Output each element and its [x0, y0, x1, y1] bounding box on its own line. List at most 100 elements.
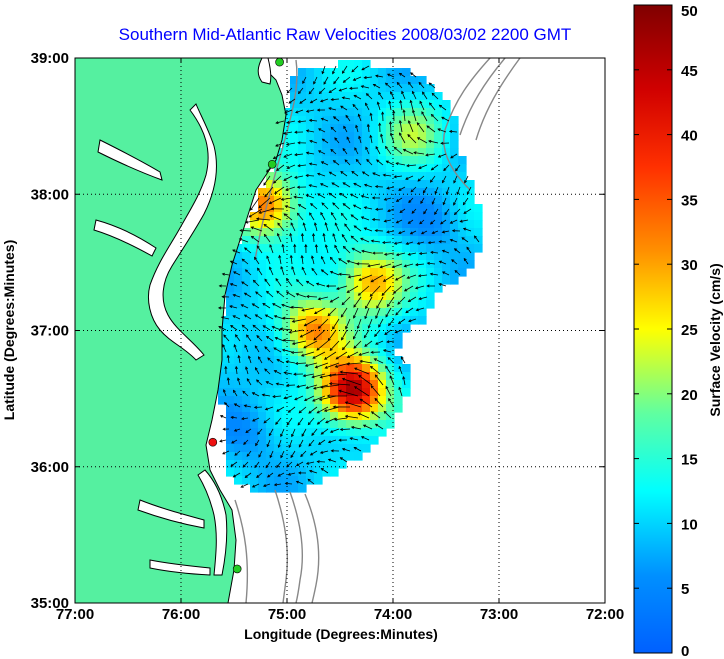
velocity-vector [366, 159, 373, 166]
velocity-vector-head [442, 202, 446, 206]
speed-cell [426, 292, 435, 301]
speed-cell [282, 348, 291, 357]
speed-cell [306, 388, 315, 397]
velocity-vector [427, 262, 436, 265]
speed-cell [402, 164, 411, 173]
velocity-vector-head [353, 225, 357, 229]
speed-cell [338, 340, 347, 349]
velocity-vector-head [338, 438, 342, 442]
speed-cell [330, 388, 339, 397]
speed-cell [306, 324, 315, 333]
speed-cell [346, 420, 355, 429]
velocity-vector-head [229, 283, 234, 286]
velocity-vector [224, 402, 230, 408]
speed-cell [378, 372, 387, 381]
delaware-bay [257, 58, 272, 85]
speed-cell [394, 156, 403, 165]
velocity-vector [329, 171, 337, 177]
speed-cell [346, 348, 355, 357]
velocity-vector [351, 171, 359, 177]
velocity-vector [342, 148, 348, 155]
velocity-vector [338, 258, 348, 265]
velocity-vector-head [268, 266, 272, 270]
velocity-vector-head [300, 254, 304, 259]
velocity-vector [395, 274, 406, 281]
velocity-vector [333, 160, 340, 166]
speed-cell [266, 284, 275, 293]
velocity-vector-head [464, 180, 467, 184]
speed-cell [426, 116, 435, 125]
bathymetry-contour [475, 58, 521, 141]
speed-cell [282, 476, 291, 485]
speed-cell [250, 332, 259, 341]
velocity-vector [341, 329, 348, 341]
speed-cell [250, 284, 259, 293]
velocity-vector-head [303, 398, 308, 402]
velocity-vector-head [243, 441, 247, 445]
speed-cell [362, 196, 371, 205]
velocity-vector [397, 296, 406, 305]
speed-cell [402, 204, 411, 213]
velocity-vector-head [234, 452, 238, 456]
velocity-vector [248, 208, 263, 218]
speed-cell [274, 244, 283, 253]
velocity-vector [301, 233, 304, 243]
speed-cell [330, 124, 339, 133]
velocity-vector-head [255, 217, 260, 221]
velocity-vector [373, 83, 381, 89]
speed-cell [274, 364, 283, 373]
velocity-vector-head [370, 411, 375, 415]
velocity-vector [345, 115, 351, 122]
speed-cell [298, 116, 307, 125]
speed-cell [290, 300, 299, 309]
colorbar-tick-label: 5 [681, 581, 689, 598]
velocity-vector [255, 367, 260, 375]
speed-cell [442, 116, 451, 125]
speed-cell [266, 180, 275, 189]
velocity-vector [350, 193, 359, 199]
speed-cell [434, 124, 443, 133]
velocity-vector-head [226, 377, 230, 381]
speed-cell [378, 76, 387, 85]
velocity-vector-head [352, 103, 356, 108]
speed-cell [378, 124, 387, 133]
speed-cell [442, 132, 451, 141]
velocity-vector-head [293, 243, 297, 248]
speed-cell [290, 124, 299, 133]
velocity-vector [416, 307, 425, 311]
velocity-vector [334, 222, 340, 232]
velocity-vector [269, 267, 274, 276]
velocity-vector-head [301, 266, 305, 270]
speed-cell [386, 252, 395, 261]
velocity-vector [463, 228, 472, 232]
speed-cell [226, 468, 235, 477]
speed-cell [386, 124, 395, 133]
velocity-vector-head [444, 212, 448, 216]
speed-cell [282, 196, 291, 205]
velocity-vector-head [316, 347, 320, 351]
velocity-vector [374, 358, 384, 364]
velocity-vector-head [312, 355, 316, 359]
speed-cell [290, 156, 299, 165]
velocity-vector [456, 186, 461, 195]
speed-cell [298, 180, 307, 189]
speed-cell [410, 284, 419, 293]
velocity-vector [246, 450, 252, 457]
velocity-vector-head [365, 102, 368, 106]
velocity-vector-head [353, 315, 356, 319]
velocity-vector [330, 257, 337, 265]
velocity-vector-head [358, 352, 362, 356]
velocity-vector [411, 208, 417, 214]
speed-cell [306, 108, 315, 117]
speed-cell [322, 380, 331, 389]
velocity-vector-head [399, 210, 403, 214]
speed-cell [274, 236, 283, 245]
speed-cell [314, 348, 323, 357]
speed-cell [458, 212, 467, 221]
speed-cell [274, 260, 283, 269]
speed-cell [402, 196, 411, 205]
speed-cell [234, 364, 243, 373]
speed-cell [290, 332, 299, 341]
velocity-vector [372, 219, 381, 221]
